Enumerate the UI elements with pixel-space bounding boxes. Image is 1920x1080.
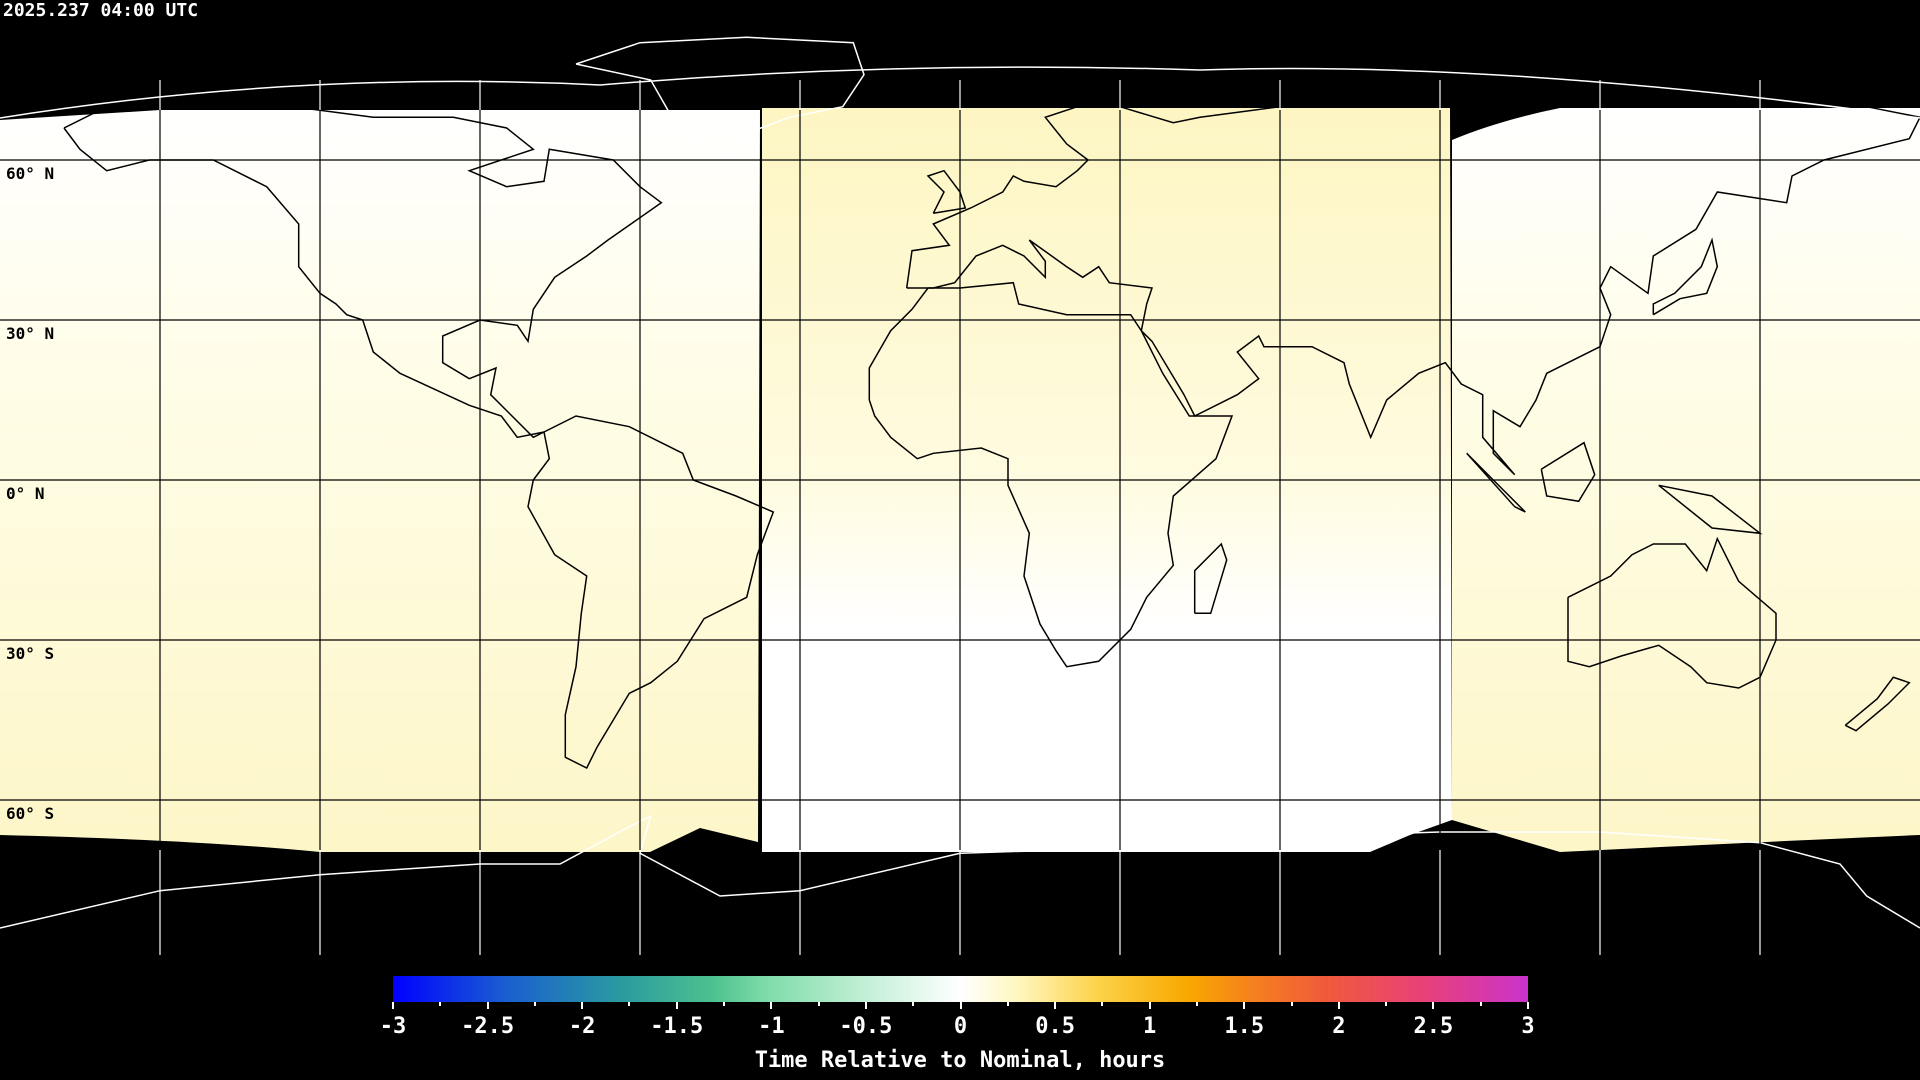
colorbar-tick-label: 1 — [1143, 1014, 1157, 1039]
colorbar-tick — [392, 1002, 394, 1009]
lat-label-30s: 30° S — [6, 644, 55, 663]
colorbar-tick-label: -0.5 — [839, 1014, 893, 1039]
coastline-eurasia — [905, 68, 1920, 476]
colorbar-tick — [770, 1002, 773, 1009]
colorbar-tick — [864, 1002, 867, 1009]
colorbar-title: Time Relative to Nominal, hours — [754, 1048, 1166, 1073]
colorbar-tick — [1243, 1002, 1246, 1009]
colorbar-tick — [675, 1002, 678, 1009]
colorbar-tick-label: -1.5 — [650, 1014, 704, 1039]
colorbar-tick — [1432, 1002, 1435, 1009]
colorbar-tick — [1337, 1002, 1340, 1009]
colorbar-minor-tick — [912, 1002, 915, 1006]
colorbar-minor-tick — [817, 1002, 820, 1006]
colorbar-minor-tick — [533, 1002, 536, 1006]
colorbar-tick-label: 0.5 — [1035, 1014, 1075, 1039]
colorbar-tick — [1148, 1002, 1151, 1009]
colorbar-tick — [1054, 1002, 1057, 1009]
lat-label-0n: 0° N — [6, 484, 45, 503]
colorbar-tick-label: 2.5 — [1413, 1014, 1454, 1039]
colorbar-tick-label: -3 — [379, 1014, 407, 1039]
coastline-borneo — [1540, 441, 1596, 503]
lat-label-60n: 60° N — [6, 164, 55, 183]
colorbar-tick-label: -2 — [568, 1014, 596, 1039]
coastline-japan — [1652, 237, 1719, 316]
coastline-sumatra — [1466, 452, 1526, 513]
world-map — [0, 36, 1920, 955]
colorbar-tick-label: 2 — [1332, 1014, 1346, 1039]
colorbar-tick — [1527, 1002, 1529, 1009]
colorbar — [393, 976, 1528, 1002]
colorbar-minor-tick — [723, 1002, 726, 1006]
colorbar-tick — [486, 1002, 489, 1009]
colorbar-minor-tick — [1006, 1002, 1009, 1006]
colorbar-tick-label: 1.5 — [1224, 1014, 1265, 1039]
lat-label-30n: 30° N — [6, 324, 55, 343]
coastline-north-america — [63, 105, 663, 439]
coastline-new-zealand — [1844, 676, 1911, 732]
colorbar-minor-tick — [1101, 1002, 1104, 1006]
colorbar-tick-label: 0 — [953, 1014, 968, 1039]
colorbar-minor-tick — [1290, 1002, 1293, 1006]
timestamp-label: 2025.237 04:00 UTC — [3, 0, 199, 21]
colorbar-tick-label: -2.5 — [461, 1014, 515, 1039]
colorbar-minor-tick — [628, 1002, 631, 1006]
coverage-region-west — [0, 110, 760, 852]
coastline-greenland — [575, 36, 865, 162]
colorbar-tick — [581, 1002, 584, 1009]
colorbar-tick-label: 3 — [1521, 1014, 1535, 1039]
coastline-madagascar — [1193, 542, 1228, 615]
colorbar-minor-tick — [1385, 1002, 1388, 1006]
colorbar-minor-tick — [439, 1002, 442, 1006]
colorbar-minor-tick — [1479, 1002, 1482, 1006]
colorbar-minor-tick — [1195, 1002, 1198, 1006]
coastline-africa — [868, 281, 1234, 668]
colorbar-tick — [959, 1002, 962, 1009]
colorbar-tick-label: -1 — [758, 1014, 785, 1039]
coastline-south-america — [527, 415, 775, 770]
graticule — [0, 80, 1920, 955]
lat-label-60s: 60° S — [6, 804, 55, 823]
coastline-arctic — [0, 66, 1920, 119]
coastline-uk — [926, 169, 967, 215]
